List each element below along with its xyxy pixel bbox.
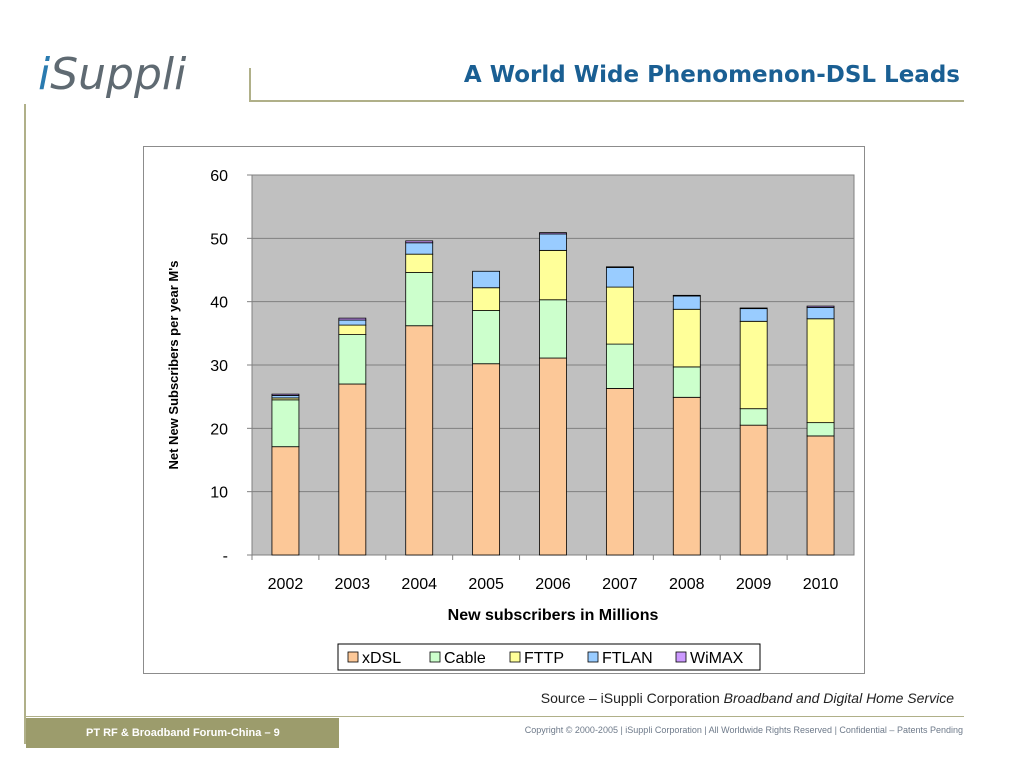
bar-segment-xdsl-2005 — [472, 363, 501, 556]
legend-swatch-wimax — [675, 651, 687, 663]
bar-segment-xdsl-2008 — [672, 396, 701, 556]
source-report-title: Broadband and Digital Home Service — [723, 690, 954, 706]
bar-segment-fttp-2003 — [338, 324, 367, 336]
bar-segment-fttp-2008 — [672, 308, 701, 368]
source-prefix: Source – iSuppli Corporation — [540, 690, 724, 706]
y-tick-label: 60 — [210, 168, 228, 185]
slide-title: A World Wide Phenomenon-DSL Leads — [463, 62, 960, 88]
bar-segment-fttp-2004 — [405, 253, 434, 273]
x-tick-label: 2005 — [468, 576, 504, 593]
bar-segment-ftlan-2004 — [405, 242, 434, 255]
bars-layer — [271, 232, 835, 556]
x-tick-label: 2002 — [268, 576, 304, 593]
y-tick-label: 40 — [210, 295, 228, 312]
legend-swatch-cable — [429, 651, 441, 663]
isuppli-logo: iSuppli — [38, 50, 186, 100]
y-tick-label: 10 — [210, 485, 228, 502]
header-band — [0, 0, 1024, 104]
bar-segment-wimax-2002 — [271, 393, 300, 396]
legend-label-wimax: WiMAX — [690, 650, 744, 667]
legend-label-fttp: FTTP — [524, 650, 564, 667]
y-tick-label: - — [223, 548, 228, 565]
bar-segment-ftlan-2007 — [605, 267, 634, 288]
bar-segment-fttp-2007 — [605, 286, 634, 345]
copyright-notice: Copyright © 2000-2005 | iSuppli Corporat… — [524, 725, 963, 735]
bar-segment-fttp-2005 — [472, 287, 501, 311]
bar-segment-xdsl-2004 — [405, 325, 434, 556]
x-tick-label: 2010 — [803, 576, 839, 593]
bar-segment-xdsl-2006 — [539, 357, 567, 556]
x-tick-label: 2006 — [535, 576, 571, 593]
bar-segment-wimax-2003 — [338, 317, 367, 321]
legend-swatch-ftlan — [587, 651, 599, 663]
x-tick-label: 2007 — [602, 576, 638, 593]
bar-segment-cable-2005 — [472, 310, 501, 365]
x-axis-title: New subscribers in Millions — [448, 607, 659, 624]
chart-frame: - 10 20 30 40 50 60 2002 2003 2004 2005 2006 2007 200… — [143, 146, 865, 674]
bar-segment-cable-2009 — [739, 408, 768, 426]
bar-segment-wimax-2006 — [539, 232, 567, 235]
footer-rule — [24, 716, 964, 717]
legend-box — [337, 643, 761, 671]
left-rule — [24, 104, 26, 744]
bar-segment-wimax-2007 — [605, 266, 634, 268]
bar-segment-cable-2010 — [806, 422, 835, 437]
legend-label-xdsl: xDSL — [362, 650, 401, 667]
legend-swatch-xdsl — [347, 651, 359, 663]
x-tick-label: 2004 — [401, 576, 437, 593]
logo-text: Suppli — [50, 49, 187, 100]
bar-segment-wimax-2010 — [806, 305, 835, 308]
bar-segment-ftlan-2010 — [806, 306, 835, 320]
bar-segment-ftlan-2005 — [472, 270, 501, 289]
bar-segment-ftlan-2003 — [338, 319, 367, 326]
bar-segment-ftlan-2009 — [739, 308, 768, 322]
x-tick-label: 2009 — [736, 576, 772, 593]
legend-label-ftlan: FTLAN — [602, 650, 653, 667]
bar-segment-xdsl-2003 — [338, 383, 367, 556]
axes-layer: - 10 20 30 40 50 60 2002 2003 2004 2005 2006 2007 200… — [166, 168, 838, 624]
bar-segment-cable-2006 — [539, 299, 567, 359]
bar-segment-cable-2008 — [672, 366, 701, 398]
y-tick-label: 30 — [210, 358, 228, 375]
logo-i-letter: i — [38, 49, 51, 100]
bar-segment-cable-2007 — [605, 343, 634, 389]
bar-segment-ftlan-2008 — [672, 295, 701, 310]
stacked-bar-chart: - 10 20 30 40 50 60 2002 2003 2004 2005 2006 2007 200… — [166, 168, 855, 671]
bar-segment-fttp-2010 — [806, 318, 835, 424]
y-axis-title: Net New Subscribers per year M's — [166, 260, 181, 469]
bar-segment-xdsl-2002 — [271, 446, 300, 556]
legend-label-cable: Cable — [444, 650, 486, 667]
bar-segment-wimax-2004 — [405, 240, 434, 244]
logo-divider — [249, 68, 251, 102]
legend-swatch-fttp — [509, 651, 521, 663]
bar-segment-wimax-2009 — [739, 307, 768, 310]
x-tick-label: 2003 — [335, 576, 371, 593]
header-rule — [251, 100, 964, 102]
footer-event-label: PT RF & Broadband Forum-China – 9 — [26, 718, 339, 748]
bar-segment-cable-2004 — [405, 272, 434, 327]
bar-segment-xdsl-2007 — [605, 388, 634, 556]
bar-segment-fttp-2009 — [739, 320, 768, 410]
y-tick-label: 20 — [210, 421, 228, 438]
x-tick-label: 2008 — [669, 576, 705, 593]
bar-segment-xdsl-2009 — [739, 424, 768, 556]
bar-segment-cable-2002 — [271, 399, 300, 448]
bar-segment-xdsl-2010 — [806, 435, 835, 556]
bar-segment-cable-2003 — [338, 334, 367, 385]
legend: xDSL Cable FTTP FTLAN WiMAX — [337, 643, 761, 671]
y-tick-label: 50 — [210, 231, 228, 248]
bar-segment-ftlan-2006 — [539, 233, 567, 251]
source-line: Source – iSuppli Corporation Broadband a… — [541, 690, 954, 706]
bar-segment-fttp-2006 — [539, 249, 567, 301]
bar-segment-wimax-2008 — [672, 294, 701, 297]
